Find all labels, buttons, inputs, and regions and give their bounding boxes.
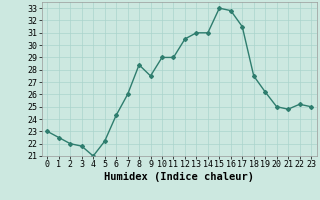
X-axis label: Humidex (Indice chaleur): Humidex (Indice chaleur) xyxy=(104,172,254,182)
